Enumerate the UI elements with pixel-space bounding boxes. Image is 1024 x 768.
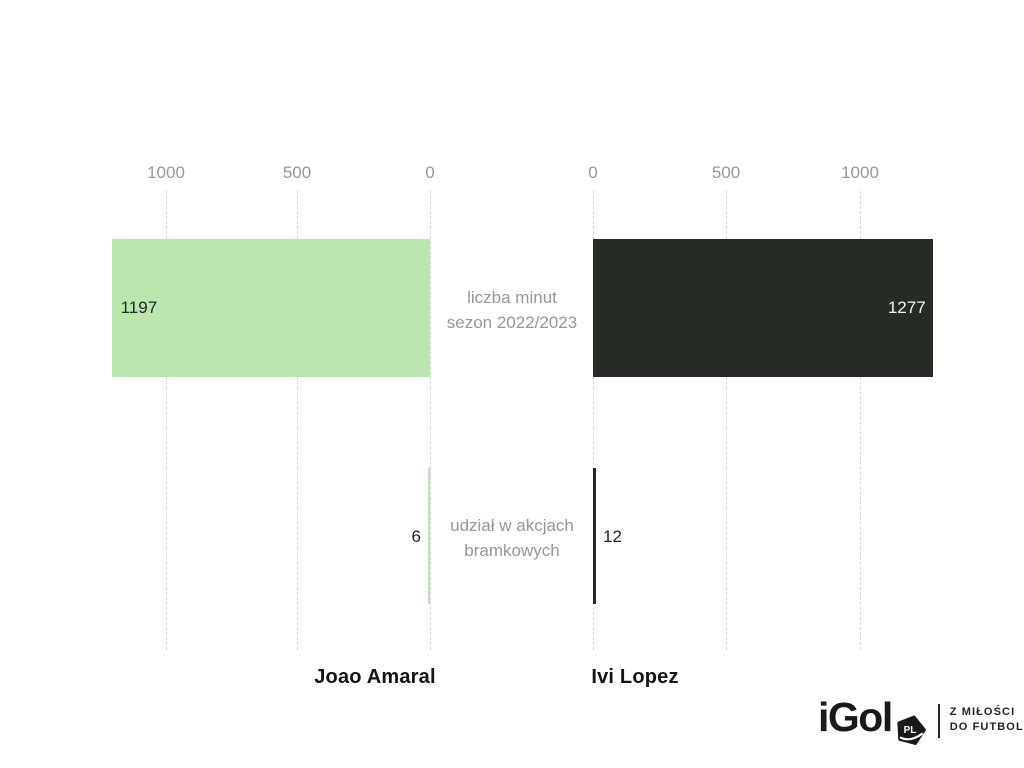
axis-tick-left-1000: 1000 [147,163,185,182]
axis-tick-right-0: 0 [588,163,598,182]
gridline-left-0 [430,191,431,650]
logo-divider [937,704,940,738]
metric-label-minutes-line2: sezon 2022/2023 [446,313,578,332]
metric-label-minutes: liczba minut sezon 2022/2023 [412,285,612,335]
gridline-left-500 [297,191,298,650]
igol-pentagon-icon: PL [895,714,926,752]
metric-label-goal-actions: udział w akcjach bramkowych [412,513,612,563]
bar-value-amaral-goal-actions: 6 [411,527,421,546]
bar-amaral-minutes: 1197 [111,239,430,377]
gridline-left-1000 [166,191,167,650]
metric-label-minutes-line1: liczba minut [467,288,557,307]
axis-tick-left-0: 0 [425,163,435,182]
gridline-right-1000 [860,191,861,650]
metric-label-goal-actions-line2: bramkowych [464,541,560,560]
player-name-joao-amaral: Joao Amaral [314,666,436,688]
bar-lopez-goal-actions [593,468,597,604]
bar-amaral-goal-actions [428,468,430,604]
gridline-right-0 [593,191,594,650]
logo-tagline-line2: DO FUTBOLU [949,721,1024,733]
logo-tagline-line1: Z MIŁOŚCI [949,706,1016,718]
gridline-right-500 [726,191,727,650]
bar-lopez-minutes: 1277 [593,239,933,377]
bar-value-lopez-minutes: 1277 [887,298,926,317]
axis-tick-right-1000: 1000 [841,163,879,182]
axis-tick-right-500: 500 [711,163,741,182]
igol-logo-text: iGol [818,694,893,740]
igol-pentagon-pl-label: PL [903,725,916,736]
logo-tagline: Z MIŁOŚCI DO FUTBOLU [950,705,1024,735]
igol-logo: iGol PL Z MIŁOŚCI DO FUTBOLU [818,694,1024,752]
metric-label-goal-actions-line1: udział w akcjach [450,516,574,535]
player-name-ivi-lopez: Ivi Lopez [591,666,679,688]
axis-tick-left-500: 500 [282,163,312,182]
bar-value-lopez-goal-actions: 12 [603,527,622,546]
bar-value-amaral-minutes: 1197 [120,298,158,317]
